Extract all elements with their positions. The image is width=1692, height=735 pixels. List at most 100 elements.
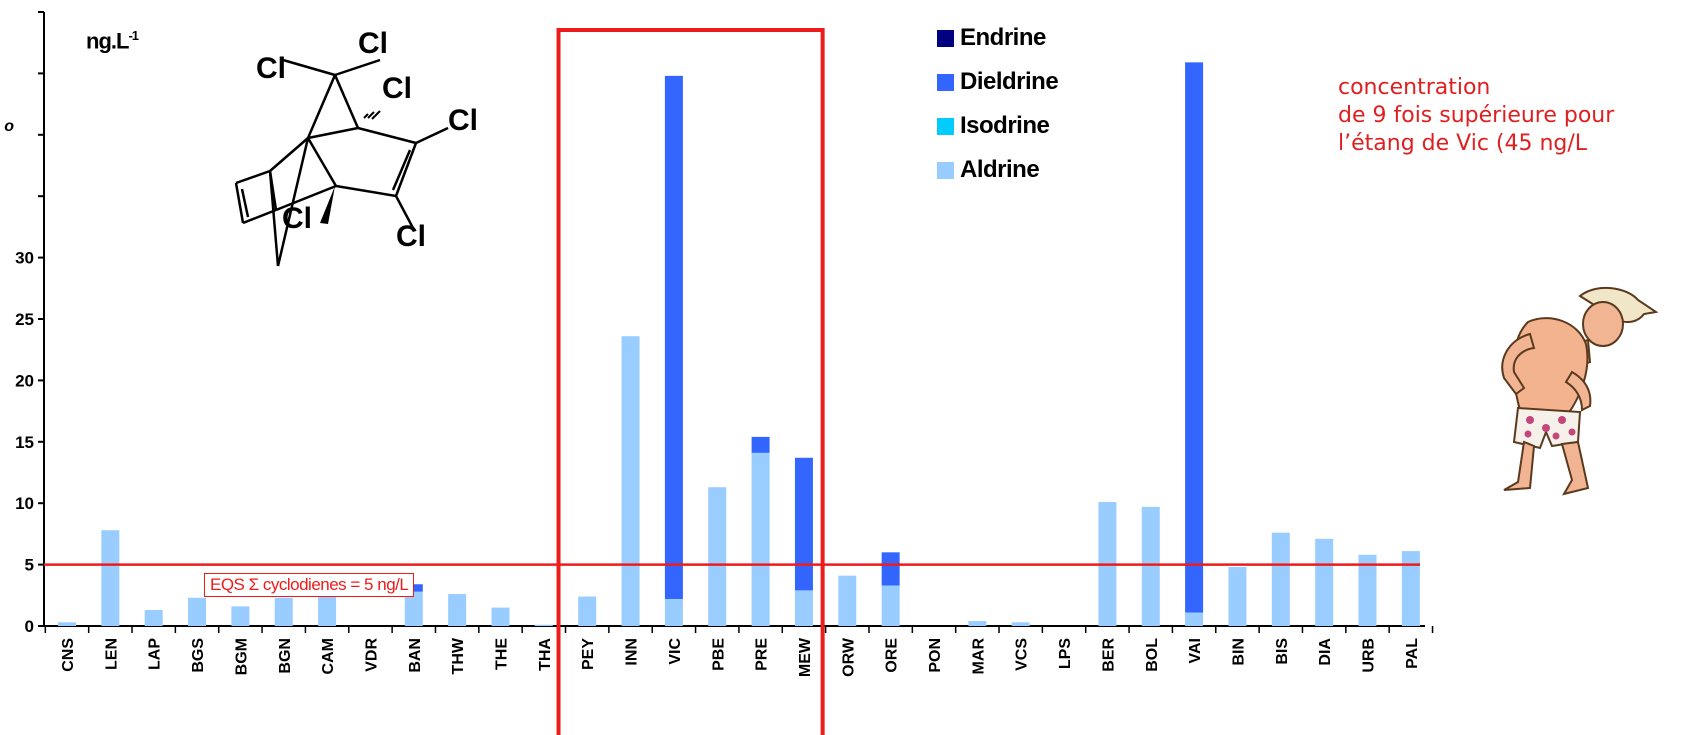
legend-item-aldrine: Aldrine — [937, 148, 1058, 192]
bar-pey-aldrine — [578, 596, 597, 626]
chart-overlay — [44, 28, 1420, 735]
annotation-line: de 9 fois supérieure pour — [1338, 103, 1615, 128]
legend-label: Isodrine — [960, 112, 1050, 139]
y-tick-label: 5 — [25, 556, 34, 575]
x-axis-labels: CNS LEN LAP BGS BGM BGN CAM VDR BAN THW THE THA PEY I… — [60, 637, 1421, 677]
cl-atom-label: Cl — [382, 72, 412, 105]
legend-item-isodrine: Isodrine — [937, 104, 1058, 148]
bar-inn-aldrine — [621, 336, 640, 626]
x-tick-label: DIA — [1317, 638, 1334, 666]
cartoon-person-illustration — [1501, 286, 1658, 496]
x-tick-label: BIN — [1230, 638, 1247, 666]
x-tick-label: THE — [494, 638, 511, 670]
x-tick-label: LEN — [103, 638, 120, 670]
bar-vai-dieldrine — [1185, 62, 1204, 613]
bar-vic-aldrine — [664, 598, 683, 626]
y-tick-label: 30 — [15, 249, 34, 268]
bar-mew-dieldrine — [794, 457, 813, 591]
bar-urb-aldrine — [1358, 554, 1377, 626]
bar-pbe-aldrine — [708, 487, 727, 626]
bar-tha-aldrine — [534, 624, 553, 626]
x-tick-label: CNS — [60, 638, 77, 672]
bar-bgs-aldrine — [188, 597, 207, 626]
x-tick-label: VDR — [363, 638, 380, 672]
x-tick-label: INN — [624, 638, 641, 666]
y-tick-label: 20 — [15, 371, 34, 390]
eqs-threshold-label: EQS Σ cyclodienes = 5 ng/L — [204, 573, 415, 597]
x-tick-label: THA — [537, 638, 554, 671]
annotation-line: concentration — [1338, 75, 1491, 100]
aldrin-molecule-diagram: Cl Cl Cl Cl Cl Cl — [234, 27, 478, 267]
bar-ban-aldrine — [404, 591, 423, 626]
bar-mar-aldrine — [968, 621, 987, 626]
bar-cns-aldrine — [58, 622, 76, 626]
y-tick-label: 15 — [15, 433, 34, 452]
x-tick-label: VAI — [1187, 638, 1204, 663]
x-tick-label: BGM — [233, 638, 250, 675]
bar-bis-aldrine — [1271, 532, 1290, 626]
x-tick-label: BOL — [1144, 638, 1161, 672]
legend-swatch — [937, 161, 954, 179]
bar-bin-aldrine — [1228, 567, 1247, 626]
x-tick-label: URB — [1361, 638, 1378, 673]
y-tick-label: 0 — [25, 617, 34, 636]
bar-cam-aldrine — [318, 596, 337, 626]
x-tick-label: PON — [927, 638, 944, 673]
annotation-line: l’étang de Vic (45 ng/L — [1338, 131, 1588, 156]
bar-dia-aldrine — [1315, 538, 1334, 626]
x-tick-label: PBE — [710, 638, 727, 671]
x-tick-label: LAP — [147, 638, 164, 670]
chart-legend: Endrine Dieldrine Isodrine Aldrine — [937, 16, 1059, 192]
bar-ore-aldrine — [881, 585, 900, 626]
bar-lap-aldrine — [144, 610, 163, 626]
bar-bgn-aldrine — [274, 597, 293, 626]
x-tick-label: PEY — [580, 638, 597, 670]
cl-atom-label: Cl — [358, 27, 388, 60]
bar-bol-aldrine — [1141, 506, 1160, 626]
x-tick-label: BAN — [407, 638, 424, 673]
legend-item-dieldrine: Dieldrine — [937, 60, 1059, 104]
x-tick-label: BER — [1100, 638, 1117, 672]
x-tick-label: ORE — [884, 638, 901, 673]
bar-the-aldrine — [491, 607, 510, 626]
x-tick-label: ORW — [840, 637, 857, 677]
cl-atom-label: Cl — [448, 104, 478, 137]
x-tick-label: MAR — [970, 638, 987, 675]
cl-atom-label: Cl — [256, 52, 286, 85]
bar-vcs-aldrine — [1011, 622, 1030, 626]
bar-orw-aldrine — [838, 575, 857, 626]
bar-pal-aldrine — [1401, 551, 1420, 626]
legend-label: Endrine — [960, 24, 1046, 51]
legend-swatch — [937, 117, 954, 135]
highlight-box — [556, 28, 825, 735]
x-tick-label: PRE — [754, 638, 771, 671]
legend-item-endrine: Endrine — [937, 16, 1058, 60]
bar-bgm-aldrine — [231, 606, 250, 626]
x-tick-label: CAM — [320, 638, 337, 674]
y-tick-label: 10 — [15, 494, 34, 513]
chart-bars — [58, 62, 1420, 626]
x-tick-label: BGN — [277, 638, 294, 674]
legend-label: Dieldrine — [960, 68, 1059, 95]
bar-vic-dieldrine — [664, 75, 683, 599]
left-edge-glyph: o — [4, 118, 14, 135]
y-tick-label: 25 — [15, 310, 34, 329]
bar-ore-dieldrine — [881, 552, 900, 586]
unit-label: ng.L-1 — [86, 28, 139, 54]
cl-atom-label: Cl — [282, 202, 312, 235]
bar-vai-aldrine — [1185, 612, 1204, 626]
x-tick-label: MEW — [797, 637, 814, 677]
x-tick-label: BGS — [190, 638, 207, 673]
x-tick-label: VIC — [667, 638, 684, 665]
bar-thw-aldrine — [448, 594, 467, 626]
x-tick-label: LPS — [1057, 638, 1074, 669]
bar-mew-aldrine — [794, 590, 813, 626]
cl-atom-label: Cl — [396, 220, 426, 253]
x-tick-label: BIS — [1274, 638, 1291, 665]
legend-swatch — [937, 73, 954, 91]
bar-pre-aldrine — [751, 452, 770, 626]
legend-label: Aldrine — [960, 156, 1040, 183]
x-tick-label: THW — [450, 637, 467, 674]
bar-pre-dieldrine — [751, 436, 770, 453]
